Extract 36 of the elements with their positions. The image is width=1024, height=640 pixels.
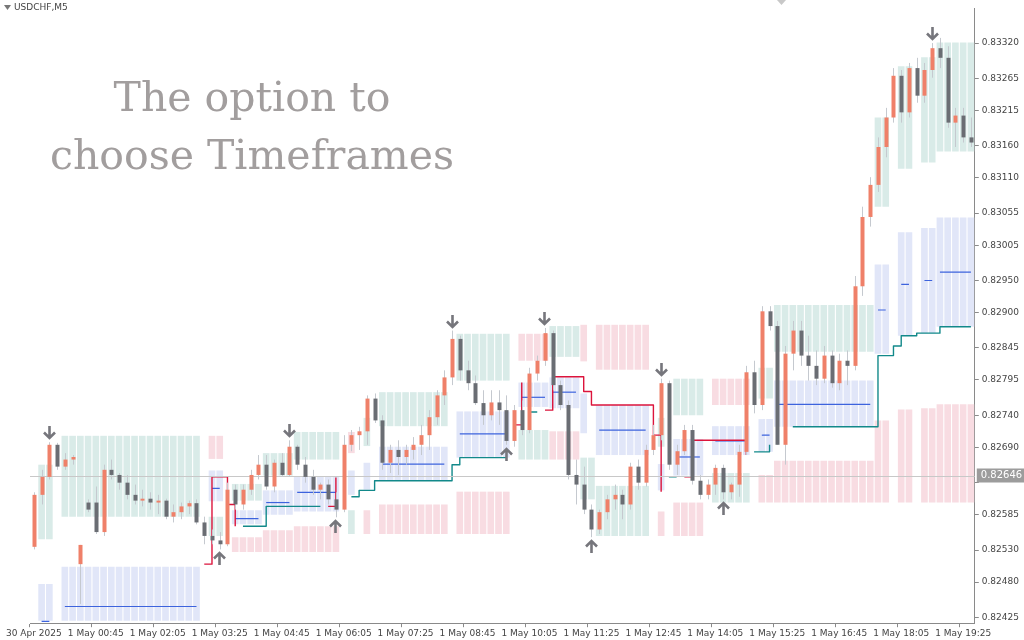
x-tick-label: 1 May 10:05 (501, 627, 558, 638)
x-tick-label: 1 May 15:25 (749, 627, 806, 638)
annotation: The option to choose Timeframes (48, 72, 456, 181)
y-tick-label: 0.83215 (981, 104, 1019, 115)
x-tick-label: 1 May 11:25 (563, 627, 620, 638)
y-tick-label: 0.82795 (981, 374, 1019, 385)
x-tick-label: 1 May 04:45 (253, 627, 310, 638)
x-tick-label: 1 May 02:05 (129, 627, 186, 638)
x-tick-label: 1 May 16:45 (811, 627, 868, 638)
y-tick-label: 0.82690 (981, 441, 1020, 452)
y-tick-label: 0.83110 (981, 172, 1020, 183)
y-tick-label: 0.82585 (981, 509, 1019, 520)
y-tick-label: 0.83320 (981, 37, 1020, 48)
y-tick-label: 0.82950 (981, 274, 1020, 285)
x-tick-label: 1 May 03:25 (191, 627, 248, 638)
y-tick-label: 0.82740 (981, 409, 1020, 420)
chart-title: USDCHF,M5 (14, 2, 68, 12)
y-tick-label: 0.82425 (981, 611, 1019, 622)
ref-line-label: 0.82646 (980, 469, 1023, 481)
x-tick-label: 1 May 08:45 (439, 627, 496, 638)
y-tick-label: 0.83160 (981, 140, 1020, 151)
y-tick-label: 0.83055 (981, 207, 1019, 218)
x-tick-label: 1 May 06:05 (315, 627, 372, 638)
x-tick-label: 1 May 14:05 (687, 627, 744, 638)
x-tick-label: 30 Apr 2025 (6, 627, 62, 638)
x-tick-label: 1 May 18:05 (873, 627, 930, 638)
x-tick-label: 1 May 00:45 (67, 627, 124, 638)
x-tick-label: 1 May 07:25 (377, 627, 434, 638)
x-tick-label: 1 May 19:25 (935, 627, 992, 638)
y-tick-label: 0.82845 (981, 342, 1019, 353)
y-tick-label: 0.82480 (981, 576, 1020, 587)
y-tick-label: 0.83005 (981, 239, 1019, 250)
y-tick-label: 0.83265 (981, 72, 1019, 83)
y-tick-label: 0.82900 (981, 306, 1020, 317)
y-tick-label: 0.82530 (981, 544, 1020, 555)
x-tick-label: 1 May 12:45 (625, 627, 682, 638)
